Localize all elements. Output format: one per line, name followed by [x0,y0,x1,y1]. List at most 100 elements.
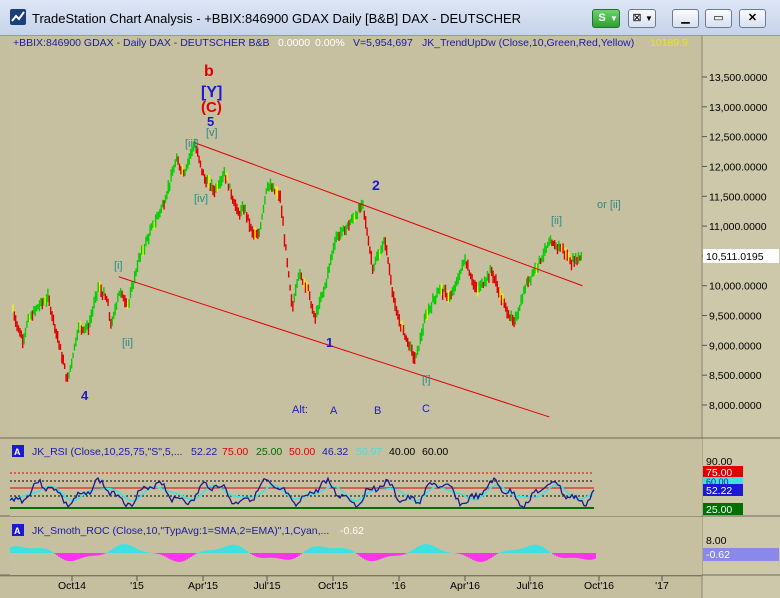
roc-bar [60,553,62,559]
roc-bar [402,553,404,555]
roc-bar [374,553,376,561]
roc-bar [132,546,134,553]
roc-bar [48,550,50,553]
alt-label: Alt: [292,404,308,416]
time-tick-label: Jul'16 [516,580,543,592]
trend-channel-line [118,276,550,418]
roc-bar [526,546,528,553]
roc-bar [400,553,402,556]
minimize-button[interactable]: ▁ [672,9,699,28]
roc-bar [158,553,160,555]
roc-bar [492,553,494,557]
time-axis: Oct14 '15 Apr'15 Jul'15 Oct'15 '16 Apr'16 Jul'1… [0,575,702,592]
rsi-value: 52.22 [191,446,217,458]
close-icon: ✕ [747,12,758,24]
roc-bar [256,553,258,557]
roc-bar [324,547,326,553]
roc-tick-8: 8.00 [706,535,727,547]
roc-bar [546,549,548,553]
roc-bar [408,552,410,553]
roc-bar [238,545,240,553]
roc-bar [344,548,346,553]
chart-area[interactable]: +BBIX:846900 GDAX - Daily DAX - DEUTSCHE… [0,36,780,598]
roc-bar [448,552,450,553]
roc-bar [266,553,268,558]
roc-bar [314,546,316,553]
roc-bar [578,553,580,559]
s-button[interactable]: S ▼ [592,9,620,28]
wave-5-label: 5 [207,114,214,129]
rsi-75: 75.00 [222,446,248,458]
roc-bar [274,553,276,558]
time-tick-label: Oct'16 [584,580,614,592]
price-tick-label: 12,000.0000 [709,161,768,173]
roc-bar [482,553,484,562]
roc-bar [494,553,496,556]
roc-bar [68,553,70,562]
wave-iii-label: [iii] [185,138,198,150]
header-row: +BBIX:846900 GDAX - Daily DAX - DEUTSCHE… [13,37,688,49]
roc-bar [120,544,122,553]
roc-bar [316,546,318,553]
roc-bar [16,546,18,553]
roc-bar [318,546,320,553]
roc-bar [594,553,596,559]
roc-bar [372,553,374,562]
wave-y-label: [Y] [201,84,222,101]
roc-bar [288,553,290,560]
price-panel[interactable] [10,36,702,438]
roc-bar [114,547,116,553]
roc-bar [264,553,266,558]
roc-bar [350,550,352,553]
rsi-badge-60: 60.00 [706,477,729,487]
roc-bar [586,553,588,560]
roc-bar [530,545,532,553]
roc-bar [54,553,56,554]
roc-bar [514,549,516,553]
time-tick-label: '16 [392,580,406,592]
roc-bar [326,547,328,553]
roc-bar [166,553,168,558]
rsi-axis: 90.00 75.00 60.00 52.22 25.00 [703,456,743,516]
price-tick-label: 8,000.0000 [709,400,762,412]
rsi-40: 40.00 [389,446,415,458]
roc-bar [136,548,138,553]
roc-bar [398,553,400,556]
roc-bar [92,553,94,556]
roc-bar [412,549,414,553]
window-title: TradeStation Chart Analysis - +BBIX:8469… [32,11,522,26]
roc-bar [468,553,470,558]
roc-bar [280,553,282,559]
close-button[interactable]: ✕ [739,9,766,28]
roc-bar [124,544,126,553]
roc-bar [118,545,120,553]
chart-window-button[interactable]: ⊠ ▼ [628,9,656,28]
roc-bar [502,551,504,553]
roc-bar [524,547,526,553]
roc-title: JK_Smoth_ROC (Close,10,"TypAvg:1=SMA,2=E… [32,525,329,537]
rsi-4632: 46.32 [322,446,348,458]
maximize-button[interactable]: ▭ [705,9,732,28]
roc-bar [224,546,226,553]
roc-bar [310,547,312,553]
roc-bar [24,547,26,553]
roc-bar [388,553,390,557]
roc-bar [172,553,174,561]
time-tick-label: Oct14 [58,580,86,592]
wave-2-label: 2 [372,177,380,193]
roc-bar [542,547,544,553]
roc-bar [78,553,80,560]
wave-b-label: b [204,63,214,80]
alt-c-label: C [422,403,430,415]
roc-bar [460,553,462,555]
roc-bar [560,553,562,558]
last-price-value: 10,511.0195 [706,251,764,263]
roc-bar [342,548,344,553]
header-change-pct: 0.00% [315,37,345,49]
roc-bar [378,553,380,560]
header-symbol: +BBIX:846900 GDAX - Daily DAX - DEUTSCHE… [13,37,269,49]
roc-bar [212,549,214,553]
rsi-badge-5222: 52.22 [706,485,732,497]
roc-bar [96,553,98,556]
roc-bar [210,550,212,553]
